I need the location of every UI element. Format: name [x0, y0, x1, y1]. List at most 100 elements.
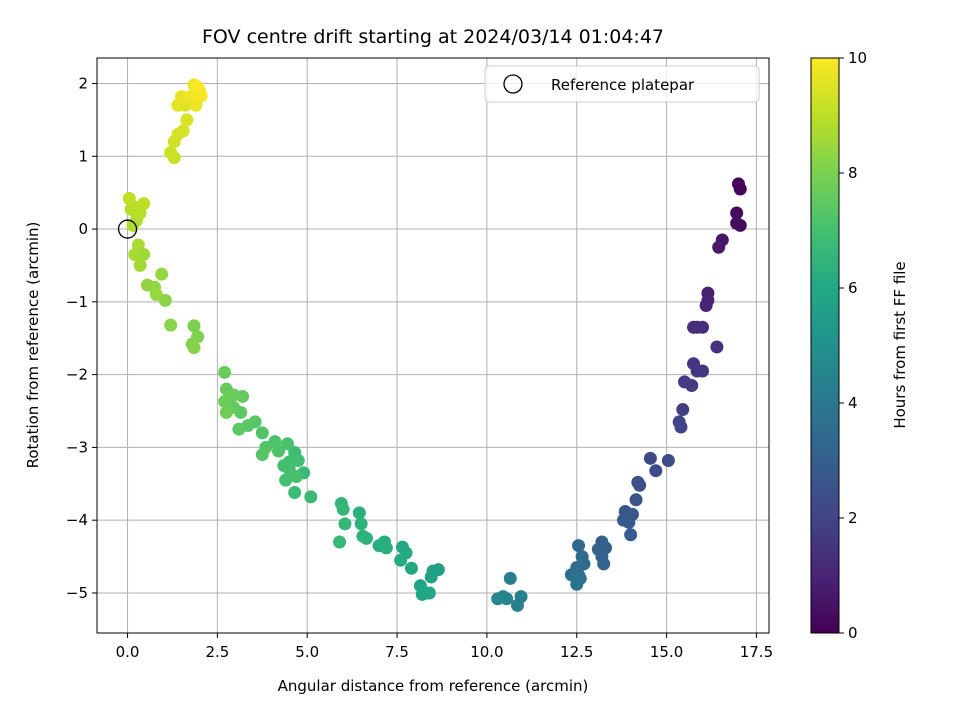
scatter-point	[288, 486, 302, 500]
scatter-point	[674, 420, 688, 434]
scatter-point	[232, 422, 246, 436]
y-tick-label: −4	[66, 511, 88, 529]
scatter-point	[122, 191, 136, 205]
y-tick-label: −1	[66, 293, 88, 311]
scatter-point	[572, 539, 586, 553]
colorbar-tick-label: 10	[848, 49, 867, 67]
scatter-point	[730, 216, 744, 230]
scatter-point	[570, 577, 584, 591]
legend-entry-label: Reference platepar	[551, 76, 695, 94]
scatter-point	[712, 240, 726, 254]
scatter-point	[701, 293, 715, 307]
colorbar-tick-label: 6	[848, 279, 858, 297]
scatter-point	[649, 464, 663, 478]
x-tick-label: 2.5	[205, 643, 229, 661]
scatter-point	[710, 340, 724, 354]
scatter-point	[271, 444, 285, 458]
scatter-point	[140, 278, 154, 292]
scatter-point	[227, 388, 241, 402]
scatter-point	[219, 405, 233, 419]
scatter-point	[422, 586, 436, 600]
scatter-point	[164, 146, 178, 160]
scatter-point	[730, 206, 744, 220]
colorbar-tick-label: 4	[848, 394, 858, 412]
scatter-point	[661, 454, 675, 467]
scatter-point	[379, 541, 393, 555]
colorbar-tick-label: 2	[848, 509, 858, 527]
y-tick-label: −3	[66, 438, 88, 456]
colorbar-tick-label: 0	[848, 624, 858, 642]
scatter-point	[131, 238, 145, 252]
y-axis-ticks: 2 1 0 −1 −2 −3 −4 −5	[66, 74, 97, 602]
reference-marker	[117, 219, 138, 239]
scatter-point	[133, 258, 147, 272]
x-tick-label: 15.0	[650, 643, 683, 661]
scatter-point	[676, 403, 690, 417]
scatter-point	[191, 80, 205, 94]
y-tick-label: 1	[78, 147, 88, 165]
scatter-point	[643, 451, 657, 465]
x-tick-label: 5.0	[295, 643, 319, 661]
scatter-point	[164, 318, 178, 332]
colorbar-gradient	[810, 57, 840, 634]
legend-box	[484, 65, 760, 103]
y-tick-label: 0	[78, 220, 88, 238]
scatter-point	[336, 502, 350, 516]
scatter-point	[500, 592, 514, 606]
scatter-point	[255, 426, 269, 440]
x-tick-label: 7.5	[385, 643, 409, 661]
colorbar-tick-label: 8	[848, 164, 858, 182]
x-axis-ticks: 0.0 2.5 5.0 7.5 10.0 12.5 15.0 17.5	[116, 633, 773, 661]
scatter-point	[491, 592, 505, 606]
y-tick-label: −2	[66, 366, 88, 384]
scatter-point	[687, 320, 701, 334]
scatter-point	[354, 517, 368, 531]
colorbar-label: Hours from first FF file	[891, 261, 909, 428]
scatter-point	[338, 517, 352, 531]
scatter-point	[629, 493, 643, 507]
scatter-point	[187, 341, 201, 355]
scatter-point	[733, 182, 747, 196]
scatter-point	[304, 490, 318, 504]
scatter-point	[279, 473, 293, 487]
scatter-point	[685, 379, 699, 393]
scatter-point	[180, 113, 194, 127]
scatter-point	[352, 506, 366, 520]
scatter-point	[187, 319, 201, 333]
legend-marker-icon	[503, 74, 523, 94]
x-axis-label: Angular distance from reference (arcmin)	[278, 677, 589, 695]
y-tick-label: −5	[66, 584, 88, 602]
reference-platepar-point	[117, 219, 138, 239]
scatter-point	[510, 598, 524, 612]
y-tick-label: 2	[78, 74, 88, 92]
scatter-point	[174, 90, 188, 104]
scatter-points	[122, 78, 747, 612]
scatter-point	[333, 535, 347, 549]
scatter-point	[255, 448, 269, 462]
scatter-point	[622, 515, 636, 529]
y-axis-label: Rotation from reference (arcmin)	[24, 222, 42, 469]
scatter-point	[137, 197, 151, 211]
scatter-point	[218, 365, 232, 379]
x-tick-label: 17.5	[740, 643, 773, 661]
colorbar-ticks: 0 2 4 6 8 10	[839, 49, 867, 642]
plot-frame	[96, 57, 770, 634]
x-tick-label: 12.5	[560, 643, 593, 661]
scatter-point	[597, 557, 611, 571]
scatter-point	[696, 364, 710, 378]
x-tick-label: 0.0	[116, 643, 140, 661]
colorbar: 0 2 4 6 8 10 Hours from first FF file	[810, 49, 909, 642]
grid-lines	[97, 58, 769, 633]
scatter-point	[404, 561, 418, 575]
scatter-point	[155, 267, 169, 281]
scatter-point	[624, 528, 638, 542]
scatter-point	[394, 553, 408, 567]
scatter-point	[360, 531, 374, 545]
x-tick-label: 10.0	[470, 643, 503, 661]
scatter-point	[149, 288, 163, 302]
scatter-point	[176, 124, 190, 138]
scatter-point	[424, 570, 438, 584]
scatter-point	[503, 571, 517, 585]
scatter-point	[137, 248, 151, 262]
